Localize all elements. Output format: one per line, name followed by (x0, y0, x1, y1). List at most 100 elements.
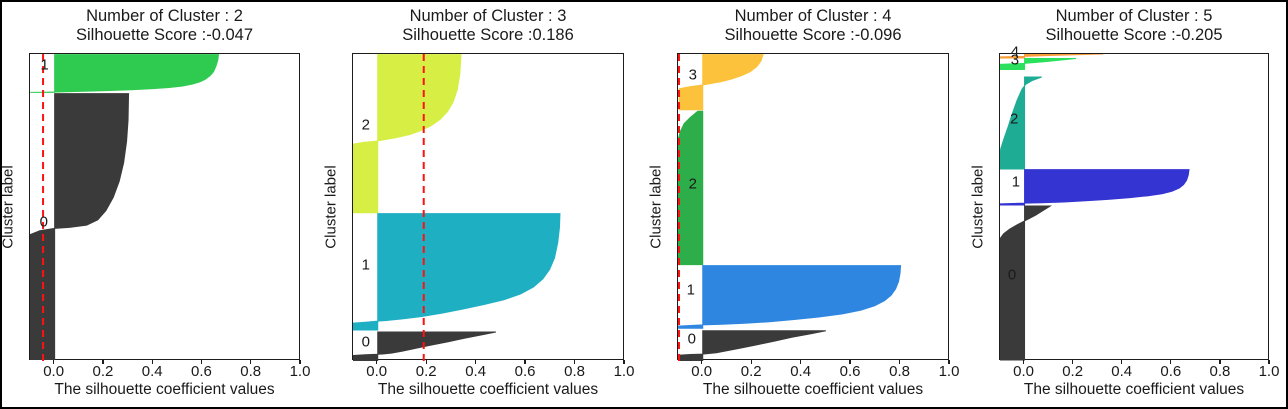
x-tick-mark (376, 360, 378, 364)
x-axis-label: The silhouette coefficient values (702, 381, 924, 398)
x-tick-mark (750, 360, 752, 364)
silhouette-plot-svg (353, 54, 561, 361)
x-tick-mark (425, 360, 427, 364)
plot-area (29, 53, 300, 361)
x-tick-mark (102, 360, 104, 364)
y-axis-label: Cluster label (0, 164, 17, 249)
x-tick-mark (701, 360, 703, 364)
x-tick-label: 0.6 (839, 363, 861, 380)
x-tick-mark (1219, 360, 1221, 364)
cluster-0-label: 0 (361, 333, 371, 351)
title-line-1: Number of Cluster : 3 (409, 7, 567, 25)
x-tick-mark (524, 360, 526, 364)
x-tick-mark (1170, 360, 1172, 364)
x-tick-label: 0.0 (1013, 363, 1034, 380)
x-tick-label: 0.4 (141, 363, 163, 380)
x-axis-label: The silhouette coefficient values (377, 381, 599, 398)
x-tick-label: 0.4 (1111, 363, 1133, 380)
x-tick-label: 1.0 (289, 363, 311, 380)
x-tick-mark (52, 360, 55, 364)
cluster-1-silhouette-shape (30, 54, 220, 93)
x-tick-label: 0.8 (1209, 363, 1231, 380)
x-tick-mark (200, 360, 203, 364)
y-axis-label: Cluster label (969, 164, 987, 249)
x-tick-label: 0.6 (191, 363, 212, 380)
cluster-3-label: 3 (1010, 51, 1020, 69)
x-tick-label: 1.0 (613, 363, 635, 380)
cluster-0-silhouette-shape (30, 93, 130, 360)
subplot-title: Number of Cluster : 5 Silhouette Score :-… (1045, 7, 1222, 45)
x-tick-label: 0.0 (691, 363, 713, 380)
x-tick-mark (1121, 360, 1123, 364)
subplot-title: Number of Cluster : 2 Silhouette Score :-… (76, 7, 253, 45)
title-line-1: Number of Cluster : 4 (734, 7, 892, 25)
x-axis-label: The silhouette coefficient values (1023, 381, 1245, 398)
title-line-1: Number of Cluster : 5 (1055, 7, 1213, 25)
cluster-1-silhouette-shape (678, 265, 902, 329)
x-tick-label: 0.8 (889, 363, 910, 380)
silhouette-plot-svg (1000, 54, 1190, 361)
x-tick-label: 0.8 (240, 363, 262, 380)
cluster-3-label: 3 (688, 66, 697, 84)
cluster-2-silhouette-shape (678, 110, 704, 266)
x-tick-label: 0.0 (43, 363, 65, 380)
x-tick-mark (250, 360, 252, 364)
x-tick-label: 1.0 (938, 363, 960, 380)
subplot-k4: Number of Cluster : 4 Silhouette Score :-… (646, 2, 968, 407)
title-line-2: Silhouette Score :-0.047 (75, 26, 254, 44)
cluster-1-label: 1 (1011, 173, 1021, 191)
x-tick-mark (1022, 360, 1025, 364)
cluster-4-label: 4 (1010, 43, 1020, 61)
cluster-0-label: 0 (39, 213, 48, 231)
plot-area (999, 53, 1269, 361)
cluster-3-silhouette-shape (1000, 58, 1077, 70)
x-tick-label: 0.4 (790, 363, 812, 380)
title-line-2: Silhouette Score :-0.205 (1045, 26, 1223, 44)
x-axis-label: The silhouette coefficient values (54, 381, 275, 398)
x-tick-mark (1268, 360, 1270, 364)
cluster-2-label: 2 (688, 175, 697, 193)
plot-area (677, 53, 949, 361)
x-tick-mark (948, 360, 950, 364)
x-tick-label: 0.8 (564, 363, 585, 380)
y-axis-label: Cluster label (647, 164, 665, 249)
x-tick-mark (474, 360, 477, 364)
subplot-title: Number of Cluster : 3 Silhouette Score :0… (402, 7, 574, 45)
x-tick-label: 0.6 (1160, 363, 1182, 380)
cluster-1-label: 1 (361, 256, 371, 274)
x-tick-mark (849, 360, 851, 364)
cluster-2-silhouette-shape (353, 54, 462, 214)
x-tick-label: 0.2 (1062, 363, 1084, 380)
cluster-0-label: 0 (1007, 266, 1017, 284)
subplot-k3: Number of Cluster : 3 Silhouette Score :0… (322, 2, 646, 407)
cluster-0-silhouette-shape (678, 330, 826, 361)
subplot-k5: Number of Cluster : 5 Silhouette Score :-… (968, 2, 1286, 407)
x-tick-mark (573, 360, 576, 364)
cluster-1-label: 1 (686, 281, 696, 299)
x-tick-mark (898, 360, 901, 364)
silhouette-plot-svg (30, 54, 220, 361)
x-tick-label: 1.0 (1258, 363, 1280, 380)
x-tick-mark (1071, 360, 1074, 364)
title-line-2: Silhouette Score :0.186 (402, 26, 574, 44)
x-tick-mark (151, 360, 153, 364)
x-tick-mark (299, 360, 301, 364)
title-line-2: Silhouette Score :-0.096 (724, 26, 902, 44)
silhouette-plot-svg (678, 54, 902, 361)
x-tick-label: 0.6 (514, 363, 536, 380)
cluster-2-label: 2 (361, 116, 371, 134)
subplot-title: Number of Cluster : 4 Silhouette Score :-… (724, 7, 901, 45)
cluster-0-label: 0 (687, 330, 696, 348)
cluster-2-label: 2 (1010, 110, 1019, 128)
cluster-1-label: 1 (40, 56, 49, 74)
cluster-1-silhouette-shape (1000, 169, 1190, 206)
x-tick-mark (799, 360, 802, 364)
x-tick-label: 0.0 (366, 363, 388, 380)
cluster-4-silhouette-shape (1000, 54, 1104, 59)
plot-area (352, 53, 624, 361)
x-tick-label: 0.2 (415, 363, 437, 380)
subplot-k2: Number of Cluster : 2 Silhouette Score :-… (2, 2, 324, 407)
y-axis-label: Cluster label (322, 164, 340, 249)
x-tick-label: 0.2 (92, 363, 114, 380)
